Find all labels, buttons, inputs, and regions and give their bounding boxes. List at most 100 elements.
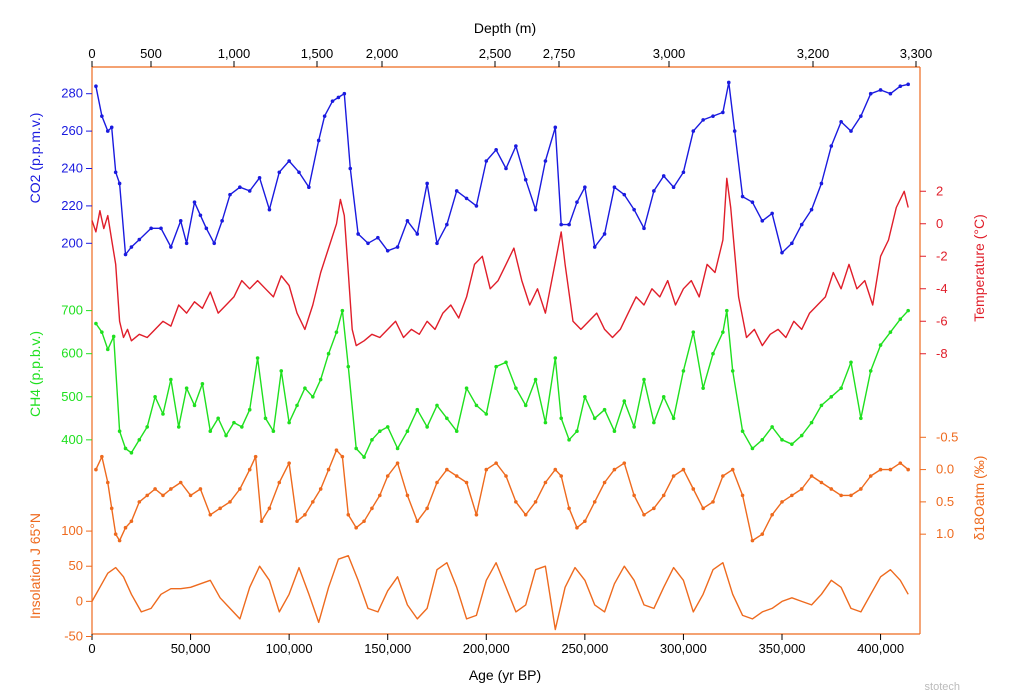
data-point-CO2 (277, 170, 282, 175)
data-point-δ18Oatm (730, 467, 735, 472)
data-point-δ18Oatm (898, 461, 903, 465)
data-point-CO2 (184, 241, 189, 246)
data-point-CH4 (898, 317, 903, 322)
data-point-δ18Oatm (583, 519, 587, 524)
data-point-CO2 (445, 222, 449, 227)
data-point-δ18Oatm (711, 500, 715, 504)
data-point-CH4 (346, 364, 351, 369)
data-point-δ18Oatm (829, 487, 834, 491)
data-point-CH4 (247, 407, 252, 412)
data-point-CO2 (859, 114, 863, 118)
data-point-δ18Oatm (198, 487, 203, 491)
data-point-δ18Oatm (137, 500, 142, 504)
left-tick-label: 280 (61, 86, 83, 101)
data-point-δ18Oatm (346, 512, 351, 517)
data-point-CO2 (652, 189, 656, 193)
data-point-CH4 (334, 330, 339, 334)
data-point-CO2 (316, 138, 321, 143)
bottom-tick-label: 0 (88, 641, 95, 656)
data-point-CH4 (632, 425, 636, 429)
data-point-CH4 (326, 351, 331, 356)
data-point-δ18Oatm (153, 487, 157, 491)
data-point-CO2 (514, 144, 518, 148)
data-point-CO2 (553, 125, 558, 130)
data-point-CH4 (484, 412, 489, 416)
data-point-CO2 (425, 181, 429, 186)
data-point-δ18Oatm (780, 500, 784, 504)
data-point-δ18Oatm (721, 474, 725, 478)
data-point-δ18Oatm (435, 480, 439, 485)
data-point-CO2 (732, 129, 737, 133)
data-point-CH4 (691, 330, 696, 334)
right-tick-label: 1.0 (936, 526, 954, 541)
data-point-δ18Oatm (259, 519, 264, 524)
data-point-CO2 (888, 91, 893, 96)
data-point-δ18Oatm (415, 519, 420, 524)
left-tick-label: 100 (61, 523, 83, 538)
data-point-δ18Oatm (790, 493, 794, 498)
data-point-δ18Oatm (602, 480, 607, 485)
data-point-CH4 (232, 420, 236, 425)
data-point-CO2 (661, 174, 666, 178)
data-point-CO2 (454, 189, 459, 193)
data-point-CH4 (311, 394, 315, 399)
data-point-δ18Oatm (238, 487, 242, 491)
data-point-CH4 (255, 356, 260, 360)
data-point-CH4 (287, 420, 291, 425)
data-point-δ18Oatm (681, 467, 686, 472)
data-point-CO2 (113, 170, 118, 175)
data-point-CO2 (750, 200, 755, 204)
data-point-δ18Oatm (559, 474, 563, 478)
data-point-CH4 (370, 438, 374, 442)
data-point-CH4 (642, 377, 646, 382)
data-point-CH4 (839, 386, 843, 390)
data-point-CO2 (228, 192, 232, 197)
data-point-δ18Oatm (770, 512, 774, 517)
data-point-CH4 (295, 403, 299, 408)
data-point-δ18Oatm (474, 512, 479, 517)
data-point-CH4 (454, 429, 459, 434)
data-point-CH4 (129, 450, 134, 455)
data-point-δ18Oatm (523, 512, 528, 517)
data-point-δ18Oatm (267, 506, 272, 511)
data-point-δ18Oatm (859, 487, 863, 491)
data-point-δ18Oatm (370, 506, 374, 511)
data-point-δ18Oatm (567, 506, 571, 511)
data-point-CH4 (445, 416, 449, 421)
data-point-CO2 (829, 144, 834, 148)
data-point-CO2 (612, 185, 617, 189)
insolation-axis-title: Insolation J 65°N (27, 513, 43, 619)
bottom-tick-label: 250,000 (561, 641, 608, 656)
data-point-CH4 (711, 351, 715, 356)
data-point-δ18Oatm (354, 525, 358, 530)
data-point-δ18Oatm (425, 506, 429, 511)
data-point-δ18Oatm (868, 474, 873, 478)
data-point-δ18Oatm (661, 493, 666, 498)
data-point-CO2 (257, 176, 262, 180)
data-point-CO2 (366, 241, 370, 246)
bottom-tick-label: 350,000 (759, 641, 806, 656)
data-point-CH4 (523, 403, 528, 408)
data-point-CH4 (494, 364, 498, 369)
bottom-tick-label: 400,000 (857, 641, 904, 656)
data-point-CH4 (303, 386, 307, 390)
data-point-CO2 (809, 207, 814, 212)
data-point-CO2 (790, 241, 794, 246)
top-tick-label: 2,000 (366, 46, 399, 61)
data-point-CO2 (94, 84, 98, 89)
data-point-δ18Oatm (906, 467, 910, 472)
data-point-CH4 (504, 360, 508, 365)
data-point-CH4 (362, 455, 366, 459)
data-point-CH4 (622, 399, 627, 403)
top-tick-label: 1,500 (301, 46, 334, 61)
data-point-CO2 (691, 129, 696, 133)
data-point-δ18Oatm (287, 461, 291, 465)
data-point-δ18Oatm (169, 487, 173, 491)
data-point-CH4 (790, 442, 794, 446)
data-point-CO2 (642, 226, 646, 231)
data-point-CO2 (632, 207, 636, 212)
bottom-tick-label: 150,000 (364, 641, 411, 656)
data-point-δ18Oatm (303, 512, 307, 517)
